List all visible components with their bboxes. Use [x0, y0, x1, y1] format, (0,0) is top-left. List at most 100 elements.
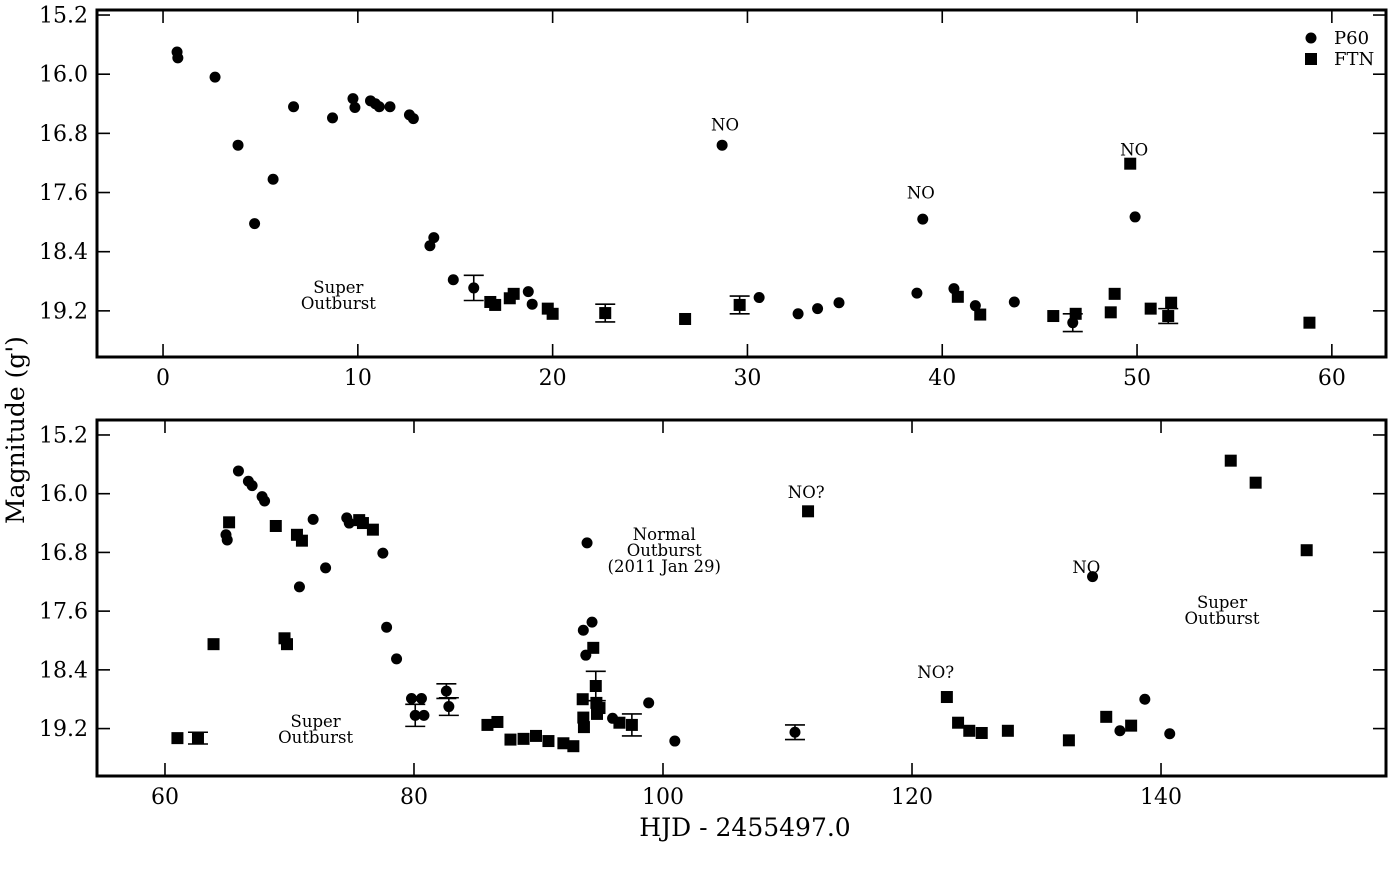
panel-top: 0 10 20 30 40 50 60 15.2 16.0 16.8 17.6 18.4 19.2 Sup… [39, 4, 1388, 391]
ftn-data-point [577, 711, 590, 724]
annotation-text: (2011 Jan 29) [608, 557, 721, 576]
ftn-data-point [1069, 307, 1082, 320]
ftn-data-point [733, 298, 746, 311]
x-tick-label: 100 [642, 785, 684, 810]
ftn-data-point [589, 680, 602, 693]
ftn-data-point [951, 290, 964, 303]
y-tick-label: 15.2 [39, 423, 88, 448]
p60-data-point [1114, 725, 1126, 737]
p60-data-point [440, 685, 452, 697]
y-axis-label: Magnitude (g') [1, 336, 30, 524]
annotation-text: Super [291, 712, 341, 731]
ftn-data-point [1162, 310, 1175, 323]
ftn-data-point [1300, 544, 1313, 557]
ftn-data-point [1001, 724, 1014, 737]
p60-data-point [349, 101, 361, 113]
ftn-data-point [530, 729, 543, 742]
ftn-data-point [223, 516, 236, 529]
ftn-data-point [557, 737, 570, 750]
p60-data-point [232, 465, 244, 477]
ftn-data-point [1303, 316, 1316, 329]
p60-data-point [716, 139, 728, 151]
annotation-text: Outburst [278, 728, 353, 747]
p60-data-point [833, 297, 845, 309]
x-axis-label: HJD - 2455497.0 [639, 813, 850, 842]
annotation-text: NO [1120, 141, 1148, 160]
p60-data-point [443, 701, 455, 713]
p60-data-point [384, 101, 396, 113]
p60-data-point [1067, 317, 1079, 329]
legend-label: P60 [1334, 28, 1369, 49]
ftn-data-point [613, 716, 626, 729]
p60-data-point [407, 113, 419, 125]
ftn-data-point [191, 732, 204, 745]
p60-data-point [753, 292, 765, 304]
p60-data-point [911, 287, 923, 299]
y-tick-label: 16.8 [39, 541, 88, 566]
ftn-data-point [280, 638, 293, 651]
ftn-data-point [1224, 454, 1237, 467]
p60-data-point [1139, 693, 1151, 705]
p60-data-point [522, 286, 534, 298]
y-tick-label: 15.2 [39, 4, 88, 29]
p60-data-point [232, 139, 244, 151]
p60-data-point [347, 93, 359, 105]
ftn-data-point [1100, 710, 1113, 723]
ftn-data-point [587, 641, 600, 654]
y-tick-label: 19.2 [39, 717, 88, 742]
x-tick-label: 30 [733, 366, 761, 391]
ftn-data-point [593, 702, 606, 715]
p60-data-point [293, 581, 305, 593]
ftn-data-point [366, 523, 379, 536]
x-tick-label: 80 [400, 785, 428, 810]
y-tick-label: 17.6 [39, 181, 88, 206]
x-tick-label: 60 [1318, 366, 1346, 391]
x-tick-label: 10 [344, 366, 372, 391]
p60-data-point [343, 517, 355, 529]
ftn-data-point [940, 691, 953, 704]
ftn-data-point [1062, 734, 1075, 747]
ftn-data-point [599, 307, 612, 320]
p60-data-point [381, 621, 393, 633]
p60-data-point [209, 71, 221, 83]
ftn-data-point [952, 716, 965, 729]
p60-data-point [447, 274, 459, 286]
y-tick-label: 16.0 [39, 63, 88, 88]
annotation-text: Normal [633, 525, 696, 544]
p60-data-point [586, 616, 598, 628]
annotation-text: Outburst [1185, 609, 1260, 628]
p60-data-point [246, 480, 258, 492]
ftn-data-point [1249, 476, 1262, 489]
legend-label: FTN [1334, 49, 1374, 70]
p60-data-point [249, 218, 261, 230]
p60-data-point [1008, 296, 1020, 308]
ftn-data-point [504, 733, 517, 746]
ftn-data-point [1104, 306, 1117, 319]
p60-data-point [428, 232, 440, 244]
x-tick-label: 140 [1140, 785, 1182, 810]
ftn-data-point [171, 732, 184, 745]
ftn-data-point [802, 505, 815, 518]
ftn-data-point [356, 517, 369, 530]
ftn-data-point [1144, 302, 1157, 315]
ftn-data-point [542, 735, 555, 748]
p60-data-point [917, 213, 929, 225]
ftn-data-point [1165, 296, 1178, 309]
x-tick-label: 20 [539, 366, 567, 391]
ftn-data-point [207, 638, 220, 651]
p60-data-point [468, 282, 480, 294]
x-tick-label: 40 [928, 366, 956, 391]
ftn-data-point [269, 519, 282, 532]
y-tick-label: 17.6 [39, 600, 88, 625]
ftn-data-point [1125, 719, 1138, 732]
ftn-data-point [1124, 157, 1137, 170]
p60-data-point [577, 624, 589, 636]
p60-data-point [789, 726, 801, 738]
ftn-data-point [546, 307, 559, 320]
ftn-data-point [625, 718, 638, 731]
p60-data-point [418, 709, 430, 721]
y-tick-label: 16.0 [39, 482, 88, 507]
annotation-text: Super [1197, 593, 1247, 612]
p60-data-point [405, 692, 417, 704]
